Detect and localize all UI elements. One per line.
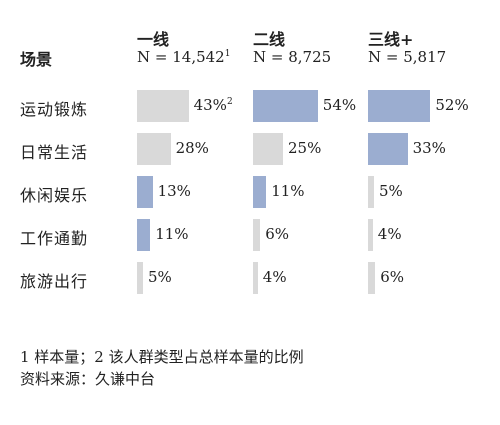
- bar-5-2: [253, 262, 258, 294]
- value-label-2-3: 33%: [412, 139, 446, 157]
- column-sample-size-3: N = 5,817: [368, 48, 447, 66]
- bar-5-3: [368, 262, 376, 294]
- value-label-1-1: 43%2: [193, 96, 233, 114]
- bar-4-1: [137, 219, 151, 251]
- bar-2-1: [137, 133, 171, 165]
- bar-3-2: [253, 176, 267, 208]
- column-title-1: 一线: [137, 30, 170, 49]
- row-label-3: 休闲娱乐: [20, 186, 89, 205]
- bar-2-3: [368, 133, 408, 165]
- column-title-3: 三线+: [368, 30, 414, 49]
- footnote: 1 样本量；2 该人群类型占总样本量的比例: [20, 348, 304, 366]
- bar-4-2: [253, 219, 261, 251]
- bar-3-3: [368, 176, 374, 208]
- value-label-3-3: 5%: [379, 182, 403, 200]
- row-label-2: 日常生活: [20, 143, 89, 162]
- value-label-5-3: 6%: [380, 268, 404, 286]
- row-label-4: 工作通勤: [20, 229, 89, 248]
- row-label-1: 运动锻炼: [20, 100, 89, 119]
- value-label-1-2: 54%: [322, 96, 357, 114]
- value-label-1-3: 52%: [435, 96, 469, 114]
- row-label-5: 旅游出行: [20, 272, 89, 291]
- column-sample-size-2: N = 8,725: [253, 48, 332, 66]
- value-label-5-2: 4%: [262, 268, 287, 286]
- bar-3-1: [137, 176, 153, 208]
- value-label-2-2: 25%: [288, 139, 322, 157]
- bar-1-1: [137, 90, 189, 122]
- value-label-3-2: 11%: [271, 182, 305, 200]
- value-label-4-2: 6%: [265, 225, 289, 243]
- scene-header: 场景: [20, 50, 53, 69]
- value-label-4-3: 4%: [377, 225, 402, 243]
- bar-4-3: [368, 219, 373, 251]
- value-label-4-1: 11%: [155, 225, 189, 243]
- bar-1-3: [368, 90, 431, 122]
- source-note: 资料来源：久谦中台: [20, 370, 156, 388]
- value-label-5-1: 5%: [148, 268, 172, 286]
- bar-1-2: [253, 90, 318, 122]
- bar-5-1: [137, 262, 143, 294]
- value-label-3-1: 13%: [157, 182, 191, 200]
- column-title-2: 二线: [253, 30, 286, 49]
- value-label-2-1: 28%: [175, 139, 209, 157]
- column-sample-size-1: N = 14,5421: [137, 48, 231, 66]
- bar-2-2: [253, 133, 283, 165]
